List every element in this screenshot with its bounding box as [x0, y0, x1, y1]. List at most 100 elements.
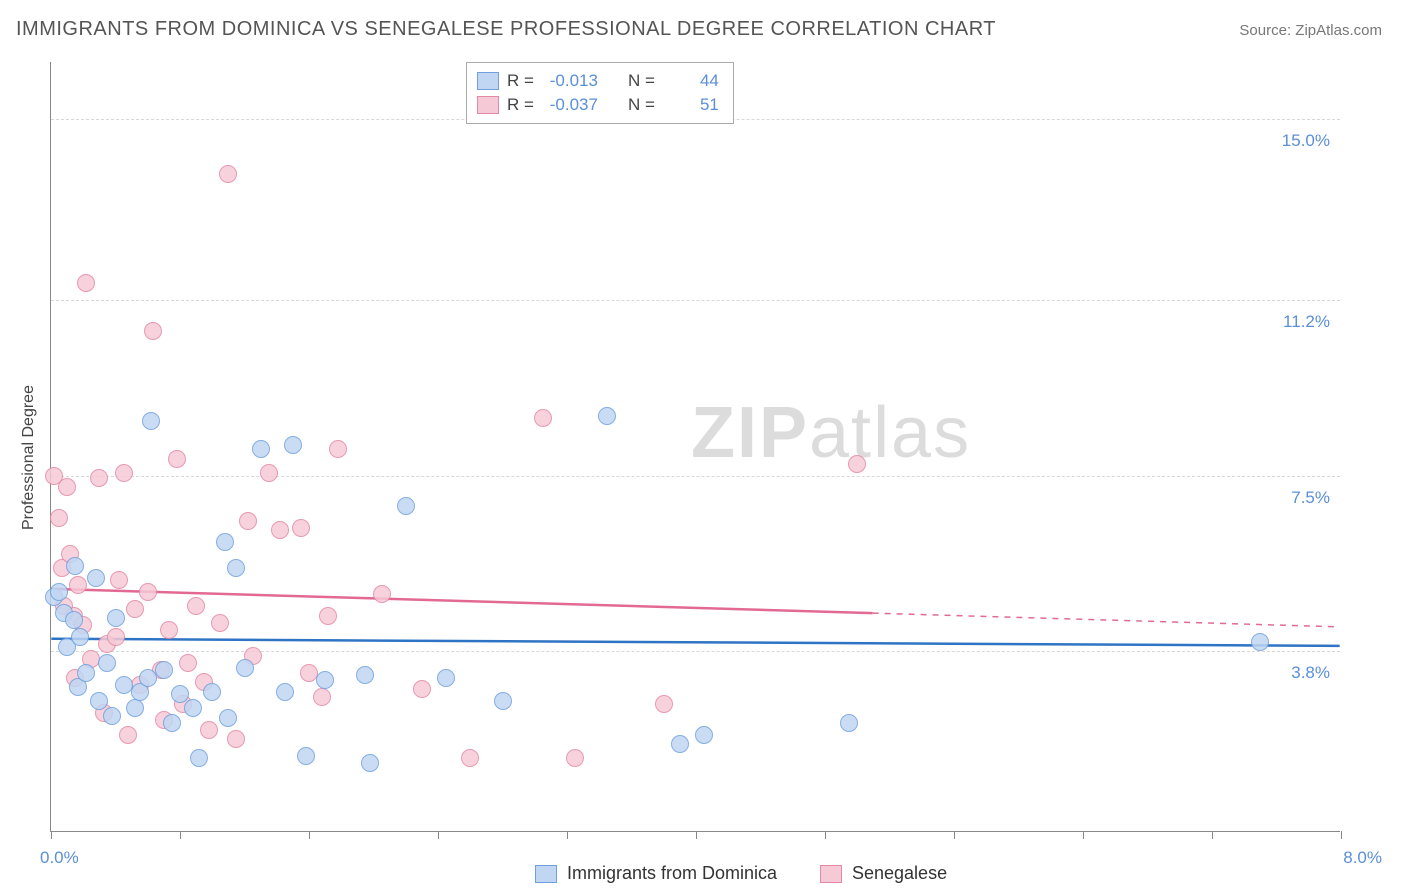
point-senegalese	[119, 726, 137, 744]
point-senegalese	[461, 749, 479, 767]
point-dominica	[184, 699, 202, 717]
point-senegalese	[566, 749, 584, 767]
r-label: R =	[507, 95, 534, 115]
y-axis-label: Professional Degree	[20, 385, 38, 530]
grid-line	[51, 476, 1340, 477]
point-dominica	[356, 666, 374, 684]
point-dominica	[216, 533, 234, 551]
source-attribution: Source: ZipAtlas.com	[1239, 22, 1382, 39]
r-value-senegalese: -0.037	[542, 95, 598, 115]
point-dominica	[103, 707, 121, 725]
x-tick	[180, 831, 181, 839]
point-senegalese	[329, 440, 347, 458]
point-dominica	[66, 557, 84, 575]
point-senegalese	[90, 469, 108, 487]
legend-label-dominica: Immigrants from Dominica	[567, 863, 777, 884]
point-senegalese	[373, 585, 391, 603]
correlation-legend: R = -0.013 N = 44 R = -0.037 N = 51	[466, 62, 734, 124]
point-senegalese	[271, 521, 289, 539]
r-value-dominica: -0.013	[542, 71, 598, 91]
legend-swatch-dominica	[535, 865, 557, 883]
point-dominica	[203, 683, 221, 701]
y-tick-label: 3.8%	[1291, 663, 1330, 683]
point-dominica	[227, 559, 245, 577]
x-tick	[1212, 831, 1213, 839]
point-dominica	[77, 664, 95, 682]
y-tick-label: 11.2%	[1283, 312, 1330, 332]
point-dominica	[126, 699, 144, 717]
point-senegalese	[227, 730, 245, 748]
correlation-row-senegalese: R = -0.037 N = 51	[477, 93, 719, 117]
point-dominica	[598, 407, 616, 425]
point-dominica	[316, 671, 334, 689]
point-senegalese	[58, 478, 76, 496]
plot-area: ZIPatlas 3.8% 7.5% 11.2% 15.0% R = -0.013 N…	[50, 62, 1340, 832]
x-tick	[825, 831, 826, 839]
grid-line	[51, 300, 1340, 301]
point-senegalese	[160, 621, 178, 639]
legend-item-dominica: Immigrants from Dominica	[535, 863, 777, 884]
point-dominica	[494, 692, 512, 710]
x-tick	[954, 831, 955, 839]
legend-swatch-senegalese	[820, 865, 842, 883]
point-senegalese	[168, 450, 186, 468]
point-dominica	[695, 726, 713, 744]
point-senegalese	[179, 654, 197, 672]
point-senegalese	[187, 597, 205, 615]
watermark-rest: atlas	[809, 393, 971, 473]
point-senegalese	[144, 322, 162, 340]
point-dominica	[284, 436, 302, 454]
watermark-bold: ZIP	[691, 393, 809, 473]
point-senegalese	[126, 600, 144, 618]
point-senegalese	[534, 409, 552, 427]
point-senegalese	[110, 571, 128, 589]
x-tick	[696, 831, 697, 839]
point-senegalese	[413, 680, 431, 698]
point-dominica	[236, 659, 254, 677]
point-senegalese	[260, 464, 278, 482]
source-prefix: Source:	[1239, 22, 1295, 39]
legend-label-senegalese: Senegalese	[852, 863, 947, 884]
point-dominica	[50, 583, 68, 601]
point-senegalese	[211, 614, 229, 632]
point-dominica	[437, 669, 455, 687]
n-label: N =	[628, 71, 655, 91]
y-tick-label: 7.5%	[1291, 488, 1330, 508]
chart-title: IMMIGRANTS FROM DOMINICA VS SENEGALESE P…	[16, 18, 996, 41]
point-dominica	[276, 683, 294, 701]
point-senegalese	[200, 721, 218, 739]
legend-item-senegalese: Senegalese	[820, 863, 947, 884]
legend-swatch-senegalese	[477, 96, 499, 114]
x-tick	[1083, 831, 1084, 839]
point-dominica	[1251, 633, 1269, 651]
x-axis-min-label: 0.0%	[40, 848, 79, 868]
point-dominica	[671, 735, 689, 753]
point-senegalese	[50, 509, 68, 527]
source-link[interactable]: ZipAtlas.com	[1295, 22, 1382, 39]
point-senegalese	[115, 464, 133, 482]
correlation-row-dominica: R = -0.013 N = 44	[477, 69, 719, 93]
point-senegalese	[239, 512, 257, 530]
point-senegalese	[655, 695, 673, 713]
n-value-senegalese: 51	[663, 95, 719, 115]
n-label: N =	[628, 95, 655, 115]
point-dominica	[840, 714, 858, 732]
point-senegalese	[107, 628, 125, 646]
x-tick	[1341, 831, 1342, 839]
point-dominica	[65, 611, 83, 629]
trend-lines-layer	[51, 62, 1340, 831]
watermark: ZIPatlas	[691, 392, 971, 474]
x-tick	[51, 831, 52, 839]
point-senegalese	[219, 165, 237, 183]
x-tick	[438, 831, 439, 839]
point-dominica	[107, 609, 125, 627]
point-dominica	[361, 754, 379, 772]
x-axis-max-label: 8.0%	[1343, 848, 1382, 868]
point-dominica	[190, 749, 208, 767]
point-senegalese	[69, 576, 87, 594]
point-senegalese	[313, 688, 331, 706]
point-senegalese	[77, 274, 95, 292]
point-dominica	[397, 497, 415, 515]
point-dominica	[98, 654, 116, 672]
y-tick-label: 15.0%	[1282, 131, 1330, 151]
